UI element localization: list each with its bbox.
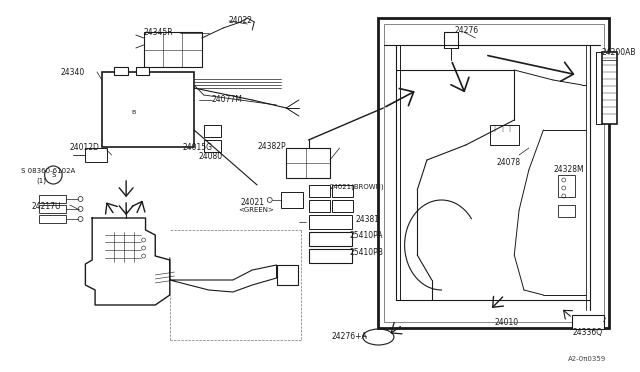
Bar xyxy=(490,125,519,145)
Text: 24021: 24021 xyxy=(241,198,264,207)
Bar xyxy=(39,205,66,213)
Text: 24276+A: 24276+A xyxy=(332,332,367,341)
Bar xyxy=(573,315,604,329)
Bar xyxy=(115,67,128,75)
Text: 24022: 24022 xyxy=(229,16,253,25)
Bar xyxy=(332,185,353,197)
Text: 24381: 24381 xyxy=(355,215,379,224)
Bar xyxy=(282,192,303,208)
Text: 24080: 24080 xyxy=(199,152,223,161)
Text: A2-0π0359: A2-0π0359 xyxy=(568,356,607,362)
Bar xyxy=(558,175,575,197)
Text: S 08360-6102A: S 08360-6102A xyxy=(21,168,76,174)
Text: 24077M: 24077M xyxy=(212,95,243,104)
Text: 24336Q: 24336Q xyxy=(573,328,603,337)
Text: 24010: 24010 xyxy=(495,318,519,327)
Bar xyxy=(602,52,617,124)
Text: 24012D: 24012D xyxy=(70,143,100,152)
Text: 24217U: 24217U xyxy=(31,202,61,211)
Text: 24328M: 24328M xyxy=(553,165,584,174)
Bar xyxy=(39,215,66,223)
Bar xyxy=(378,18,609,328)
Text: 24345R: 24345R xyxy=(143,28,173,37)
Text: 24021(BROWN): 24021(BROWN) xyxy=(330,183,385,189)
Bar xyxy=(204,140,221,152)
Text: 25410PA: 25410PA xyxy=(349,231,383,240)
Bar xyxy=(286,148,330,178)
Bar xyxy=(39,195,66,203)
Text: 25410PB: 25410PB xyxy=(349,248,383,257)
Text: (1): (1) xyxy=(37,177,47,183)
Bar xyxy=(276,265,298,285)
Text: B: B xyxy=(132,110,136,115)
Bar xyxy=(308,232,352,246)
Bar xyxy=(102,72,194,147)
Bar xyxy=(384,24,604,322)
Text: <GREEN>: <GREEN> xyxy=(239,207,275,213)
Text: 24015G: 24015G xyxy=(182,143,212,152)
Text: 24078: 24078 xyxy=(497,158,521,167)
Text: S: S xyxy=(51,172,56,178)
Bar xyxy=(308,215,352,229)
Bar xyxy=(308,200,330,212)
Text: 24200AB: 24200AB xyxy=(602,48,636,57)
Text: 24382P: 24382P xyxy=(258,142,286,151)
Bar xyxy=(204,125,221,137)
Bar xyxy=(558,205,575,217)
Bar xyxy=(308,185,330,197)
Bar xyxy=(85,148,107,162)
Text: 24340: 24340 xyxy=(60,68,84,77)
Bar xyxy=(332,200,353,212)
Bar xyxy=(136,67,149,75)
Text: 24276: 24276 xyxy=(454,26,478,35)
Bar xyxy=(143,32,202,67)
Bar xyxy=(308,249,352,263)
